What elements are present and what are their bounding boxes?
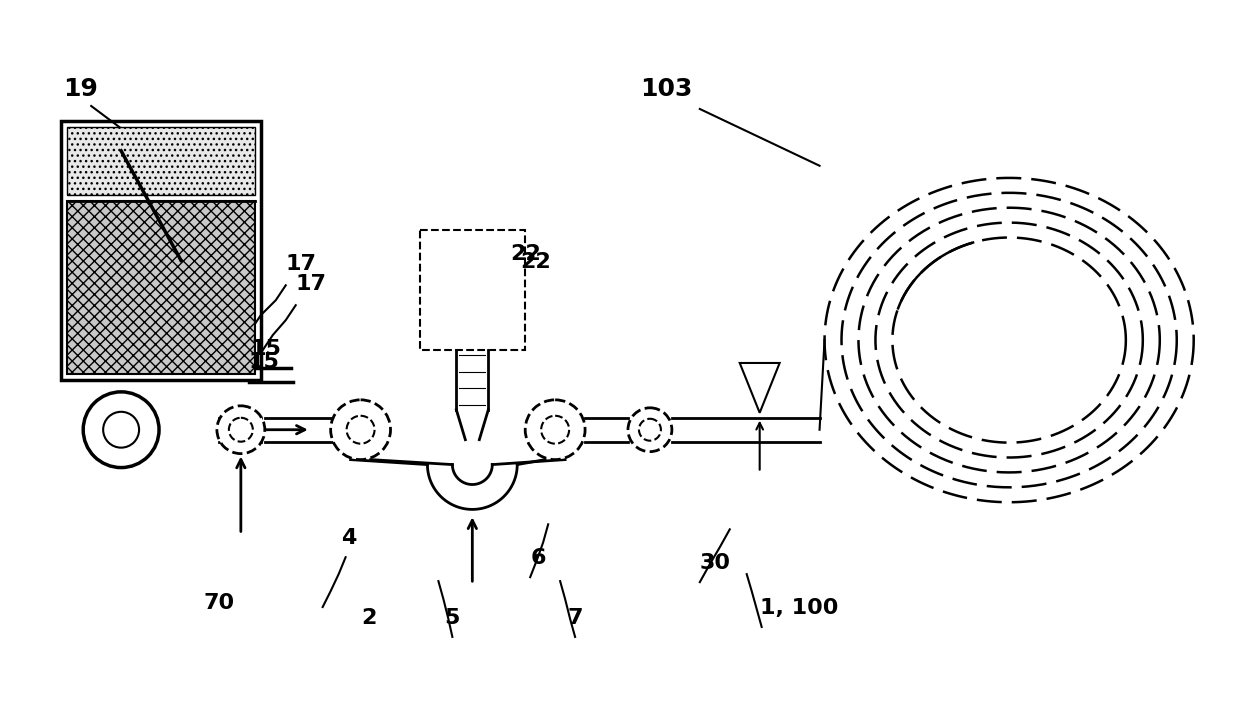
Text: 1, 100: 1, 100 [760,598,838,618]
Text: 17: 17 [285,254,316,274]
Circle shape [639,419,661,440]
Text: 7: 7 [568,608,583,628]
Circle shape [229,417,253,442]
Text: 2: 2 [361,608,376,628]
Text: 22: 22 [510,244,541,264]
Text: 4: 4 [341,528,356,548]
Circle shape [83,392,159,468]
Circle shape [526,400,585,460]
Text: 6: 6 [531,548,546,569]
Bar [67,127,254,195]
Circle shape [217,406,265,454]
Text: 30: 30 [699,553,730,574]
Text: 70: 70 [203,593,234,613]
Bar [61,121,260,380]
Text: 15: 15 [249,352,280,372]
Circle shape [103,412,139,448]
Bar [67,200,254,374]
Bar [67,200,254,374]
Bar [67,127,254,195]
Circle shape [347,416,374,444]
Text: 22: 22 [521,252,551,272]
Circle shape [331,400,391,460]
Text: 5: 5 [445,608,460,628]
Text: 19: 19 [63,77,98,101]
Circle shape [541,416,569,444]
Text: 17: 17 [295,274,326,294]
Circle shape [627,408,672,452]
Text: 15: 15 [250,339,281,359]
Text: 103: 103 [640,77,692,101]
Polygon shape [740,363,780,413]
Bar [420,231,526,350]
